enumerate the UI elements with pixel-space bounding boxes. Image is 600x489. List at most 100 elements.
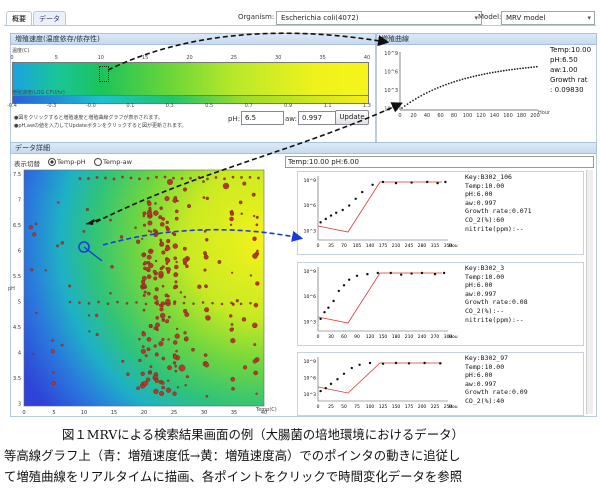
data-point[interactable]	[182, 246, 187, 251]
data-point[interactable]	[166, 267, 171, 272]
data-point[interactable]	[231, 271, 234, 274]
data-point[interactable]	[184, 312, 190, 317]
radio-temp-ph[interactable]	[48, 158, 56, 166]
data-point[interactable]	[180, 177, 184, 180]
data-point[interactable]	[95, 332, 99, 337]
data-point[interactable]	[140, 348, 146, 354]
data-point[interactable]	[125, 302, 129, 305]
data-point[interactable]	[154, 378, 159, 383]
data-point[interactable]	[143, 290, 147, 294]
data-point[interactable]	[176, 386, 180, 389]
data-point[interactable]	[161, 284, 165, 288]
data-point[interactable]	[148, 262, 154, 269]
data-point[interactable]	[253, 370, 259, 376]
data-point[interactable]	[149, 365, 153, 369]
data-point[interactable]	[141, 237, 144, 240]
data-point[interactable]	[160, 381, 165, 385]
data-point[interactable]	[175, 260, 178, 264]
data-point[interactable]	[253, 302, 259, 308]
data-point[interactable]	[87, 314, 91, 317]
data-point[interactable]	[167, 315, 171, 319]
data-point[interactable]	[222, 182, 230, 190]
data-point[interactable]	[163, 302, 167, 305]
data-point[interactable]	[204, 307, 210, 313]
data-point[interactable]	[176, 199, 179, 203]
data-point[interactable]	[153, 344, 157, 348]
tab-overview[interactable]: 概要	[6, 11, 32, 26]
data-point[interactable]	[255, 223, 259, 227]
data-point[interactable]	[174, 333, 180, 339]
data-point[interactable]	[172, 176, 175, 180]
data-point[interactable]	[153, 388, 159, 394]
data-point[interactable]	[110, 265, 114, 269]
data-point[interactable]	[52, 371, 55, 374]
data-point[interactable]	[152, 228, 157, 233]
data-point[interactable]	[174, 216, 179, 221]
data-point[interactable]	[203, 229, 207, 233]
data-point[interactable]	[167, 338, 170, 341]
data-point[interactable]	[205, 315, 211, 321]
data-point[interactable]	[57, 201, 60, 204]
data-point[interactable]	[159, 240, 163, 243]
data-point[interactable]	[164, 196, 170, 202]
data-point[interactable]	[156, 299, 159, 303]
data-point[interactable]	[135, 301, 138, 304]
data-point[interactable]	[134, 226, 137, 229]
data-point[interactable]	[172, 391, 177, 396]
data-point[interactable]	[126, 372, 130, 376]
data-point[interactable]	[161, 356, 166, 361]
data-point[interactable]	[154, 352, 159, 357]
data-point[interactable]	[229, 327, 234, 332]
organism-select[interactable]: Escherichia coli(4072)	[276, 11, 482, 25]
data-point[interactable]	[230, 323, 234, 326]
data-point[interactable]	[159, 206, 163, 210]
data-point[interactable]	[138, 177, 141, 181]
data-point[interactable]	[230, 301, 233, 305]
data-point[interactable]	[155, 231, 159, 236]
data-point[interactable]	[32, 353, 35, 356]
data-point[interactable]	[192, 302, 195, 305]
data-point[interactable]	[87, 177, 90, 180]
data-point[interactable]	[175, 349, 178, 353]
data-point[interactable]	[183, 331, 187, 335]
data-point[interactable]	[249, 301, 252, 305]
data-point[interactable]	[220, 302, 224, 306]
data-point[interactable]	[109, 218, 112, 222]
data-point[interactable]	[158, 215, 163, 220]
data-point[interactable]	[51, 381, 56, 386]
data-point[interactable]	[202, 196, 206, 199]
data-point[interactable]	[87, 302, 91, 305]
data-point[interactable]	[142, 294, 146, 297]
data-point[interactable]	[154, 259, 158, 263]
data-point[interactable]	[147, 210, 151, 214]
data-point[interactable]	[106, 302, 110, 306]
data-point[interactable]	[156, 328, 159, 332]
data-point[interactable]	[242, 181, 247, 186]
data-point[interactable]	[143, 252, 146, 256]
data-point[interactable]	[165, 298, 171, 304]
data-point[interactable]	[167, 179, 173, 185]
data-point[interactable]	[148, 370, 152, 374]
data-point[interactable]	[154, 202, 157, 205]
data-point[interactable]	[173, 302, 176, 306]
data-point[interactable]	[240, 176, 243, 179]
data-point[interactable]	[165, 258, 171, 263]
data-point[interactable]	[205, 394, 209, 398]
data-point[interactable]	[235, 299, 239, 303]
data-card-2[interactable]	[297, 262, 584, 346]
data-point[interactable]	[174, 364, 177, 368]
data-point[interactable]	[182, 187, 188, 192]
data-point[interactable]	[230, 338, 236, 344]
data-point[interactable]	[141, 275, 147, 281]
radio-temp-aw[interactable]	[94, 158, 102, 166]
data-point[interactable]	[189, 176, 192, 180]
data-point[interactable]	[206, 177, 209, 181]
data-point[interactable]	[172, 361, 177, 365]
data-point[interactable]	[143, 261, 148, 265]
data-point[interactable]	[141, 332, 146, 337]
data-point[interactable]	[214, 176, 218, 179]
data-point[interactable]	[88, 330, 91, 333]
data-point[interactable]	[197, 284, 202, 289]
data-point[interactable]	[50, 349, 55, 354]
data-point[interactable]	[252, 236, 257, 241]
